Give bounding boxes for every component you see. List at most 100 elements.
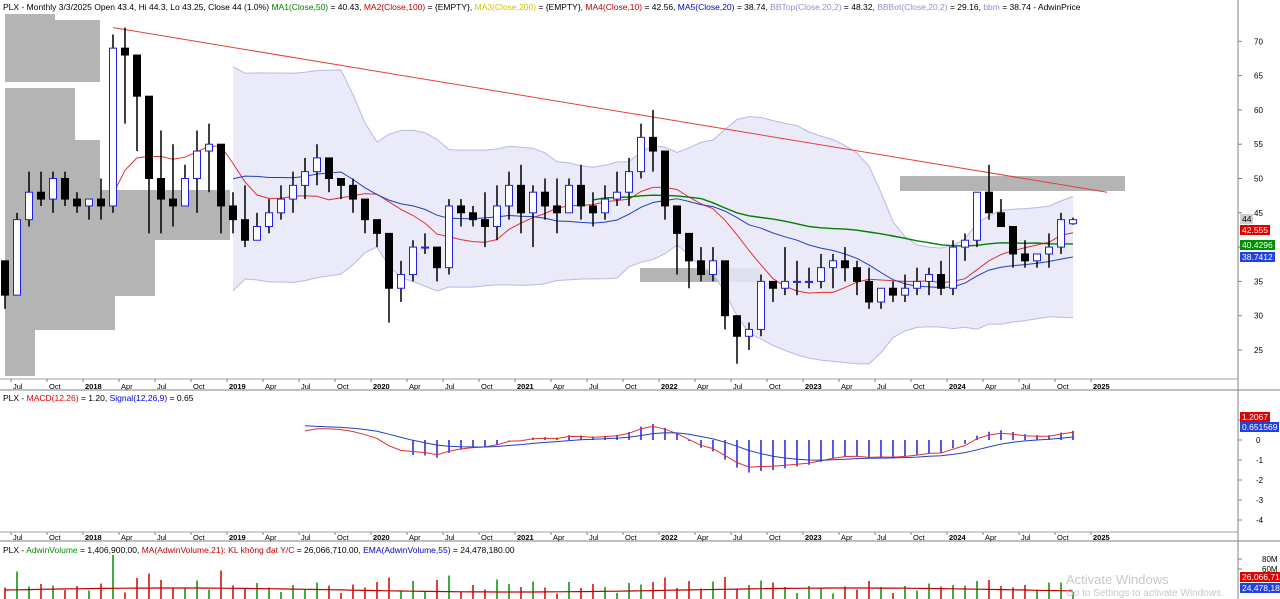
price-candle-body: [37, 191, 45, 200]
volume-profile-bar: [5, 296, 115, 330]
panel-header-segment: EMA(AdwinVolume,55): [363, 545, 451, 555]
price-candle-body: [625, 171, 633, 193]
price-candle-body: [997, 212, 1005, 228]
price-candle-body: [1, 260, 9, 296]
price-x-tick-label: Apr: [841, 382, 853, 391]
volume-profile-bar: [5, 330, 35, 376]
panel-header-segment: = 24,478,180.00: [450, 545, 515, 555]
price-candle-body: [1021, 253, 1029, 262]
price-candle-body: [517, 184, 525, 214]
price-candle-body: [145, 95, 153, 179]
price-candle-body: [373, 219, 381, 234]
signal-last-label: 0.651569: [1240, 422, 1280, 432]
macd-x-tick-label: Apr: [985, 533, 997, 542]
price-indicator-value: = 48.32,: [841, 2, 875, 12]
price-x-tick-label: Apr: [985, 382, 997, 391]
macd-x-tick-label: 2022: [661, 533, 678, 542]
price-y-tick-label: 55: [1254, 140, 1263, 149]
price-header-main: - Monthly 3/3/2025 Open 43.4, Hi 44.3, L…: [21, 2, 270, 12]
price-candle-body: [781, 280, 789, 289]
macd-y-tick-label: 0: [1256, 436, 1261, 445]
macd-x-tick-label: 2018: [85, 533, 102, 542]
panel-header-segment: PLX -: [3, 545, 27, 555]
macd-x-tick-label: 2020: [373, 533, 390, 542]
macd-y-tick-label: -4: [1256, 516, 1264, 525]
price-x-tick-label: Oct: [913, 382, 926, 391]
price-candle-body: [61, 178, 69, 200]
macd-x-tick-label: Jul: [733, 533, 743, 542]
price-indicator-value: = 38.74,: [734, 2, 768, 12]
price-indicator-value: = {EMPTY},: [425, 2, 473, 12]
price-x-tick-label: 2022: [661, 382, 678, 391]
macd-x-tick-label: Jul: [589, 533, 599, 542]
price-candle-body: [205, 143, 213, 152]
price-candle-body: [937, 274, 945, 289]
price-x-tick-label: 2020: [373, 382, 390, 391]
price-indicator-label: - AdwinPrice: [1030, 2, 1081, 12]
price-x-tick-label: Oct: [337, 382, 350, 391]
price-indicator-label: MA1(Close,50): [271, 2, 329, 12]
price-candle-body: [493, 205, 501, 228]
ma5-line: [232, 171, 1074, 289]
price-candle-body: [697, 260, 705, 276]
price-candle-body: [109, 47, 117, 207]
price-x-tick-label: Jul: [877, 382, 887, 391]
price-indicator-label: bbm: [980, 2, 1000, 12]
macd-last-label: 1.2067: [1240, 412, 1270, 422]
price-candle-body: [649, 136, 657, 152]
price-indicator-value: = {EMPTY},: [536, 2, 584, 12]
price-indicator-label: BBBot(Close,20,2): [874, 2, 948, 12]
price-candle-body: [805, 280, 813, 283]
price-candle-body: [613, 191, 621, 200]
macd-x-tick-label: Jul: [445, 533, 455, 542]
volume-ma-line: [4, 587, 1074, 593]
price-candle-body: [1033, 253, 1041, 262]
price-candle-body: [229, 205, 237, 221]
price-candle-body: [397, 274, 405, 289]
price-candle-body: [601, 198, 609, 214]
price-panel-header: PLX - Monthly 3/3/2025 Open 43.4, Hi 44.…: [3, 2, 1080, 13]
price-x-tick-label: Apr: [553, 382, 565, 391]
price-indicator-label: MA2(Close,100): [361, 2, 426, 12]
price-candle-body: [637, 136, 645, 173]
price-candle-body: [1069, 219, 1077, 225]
price-candle-body: [553, 205, 561, 214]
price-candle-body: [157, 178, 165, 200]
price-candle-body: [169, 198, 177, 207]
price-y-tick-label: 70: [1254, 37, 1263, 46]
activate-windows-subtitle: Go to Settings to activate Windows.: [1066, 588, 1224, 599]
price-x-tick-label: Oct: [1057, 382, 1070, 391]
price-candle-body: [85, 198, 93, 207]
price-candle-body: [325, 157, 333, 179]
price-candle-body: [973, 191, 981, 241]
price-candle-body: [361, 198, 369, 221]
volume-y-tick-label: 80M: [1262, 555, 1278, 564]
macd-x-tick-label: Oct: [481, 533, 494, 542]
price-x-tick-label: Oct: [625, 382, 638, 391]
price-candle-body: [469, 212, 477, 221]
price-indicator-value: = 42.56,: [642, 2, 676, 12]
macd-x-tick-label: Apr: [697, 533, 709, 542]
price-symbol: PLX: [3, 2, 20, 12]
price-candle-body: [733, 315, 741, 337]
price-x-tick-label: 2025: [1093, 382, 1110, 391]
macd-x-tick-label: Jul: [1021, 533, 1031, 542]
macd-y-tick-label: -1: [1256, 456, 1264, 465]
price-x-tick-label: Oct: [481, 382, 494, 391]
macd-x-tick-label: Apr: [841, 533, 853, 542]
price-candle-body: [913, 280, 921, 289]
macd-x-tick-label: Jul: [301, 533, 311, 542]
price-candle-body: [745, 328, 753, 337]
price-x-tick-label: 2024: [949, 382, 967, 391]
price-candle-body: [901, 287, 909, 296]
macd-x-tick-label: 2019: [229, 533, 246, 542]
macd-x-tick-label: Jul: [13, 533, 23, 542]
price-x-tick-label: Jul: [301, 382, 311, 391]
price-candle-body: [265, 212, 273, 228]
price-candle-body: [277, 198, 285, 214]
macd-x-tick-label: Oct: [769, 533, 782, 542]
macd-x-tick-label: 2025: [1093, 533, 1110, 542]
volume-y-tick-label: 60M: [1262, 565, 1278, 574]
